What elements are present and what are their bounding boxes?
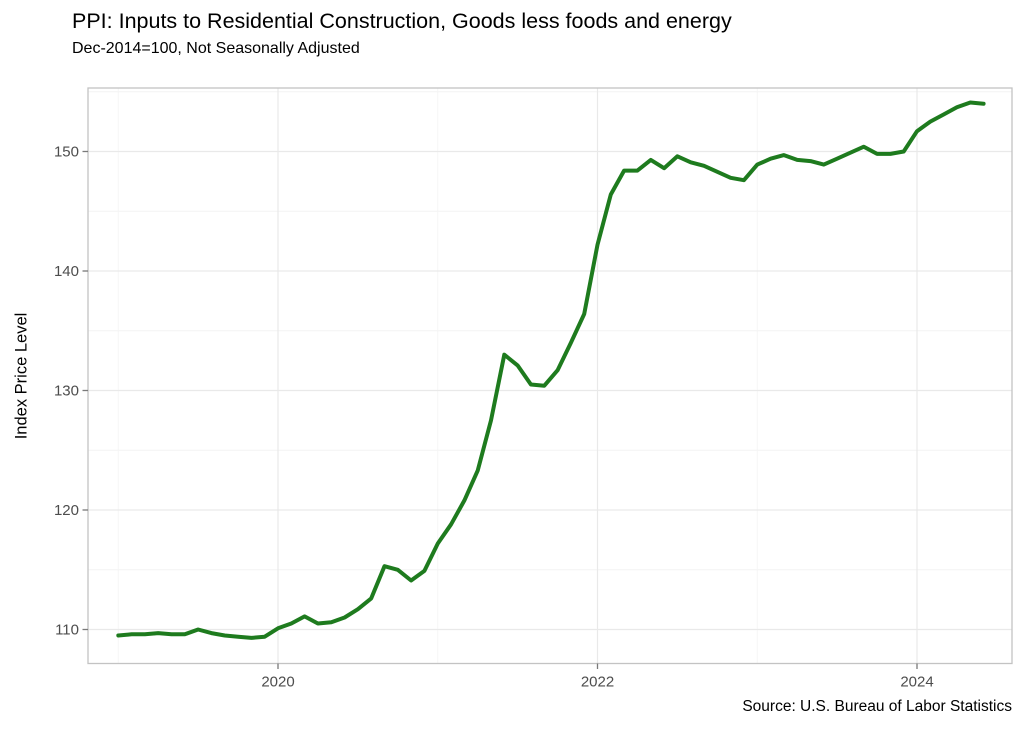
y-tick-label: 130 — [54, 383, 79, 400]
y-axis-tick-labels: 110 120 130 140 150 — [54, 144, 79, 639]
y-tick-label: 150 — [54, 144, 79, 161]
chart-subtitle: Dec-2014=100, Not Seasonally Adjusted — [72, 40, 360, 57]
major-gridlines — [88, 88, 1012, 664]
x-tick-label: 2020 — [261, 674, 294, 691]
y-tick-label: 120 — [54, 502, 79, 519]
chart-title: PPI: Inputs to Residential Construction,… — [72, 9, 732, 33]
x-tick-label: 2024 — [900, 674, 933, 691]
y-tick-label: 140 — [54, 263, 79, 280]
ppi-series-line — [116, 100, 986, 640]
minor-gridlines — [88, 88, 1012, 664]
axis-ticks — [82, 150, 918, 669]
x-tick-label: 2022 — [581, 674, 614, 691]
source-note: Source: U.S. Bureau of Labor Statistics — [742, 698, 1012, 715]
panel-border — [87, 87, 1013, 665]
x-axis-tick-labels: 2020 2022 2024 — [261, 674, 933, 691]
y-tick-label: 110 — [55, 622, 79, 639]
